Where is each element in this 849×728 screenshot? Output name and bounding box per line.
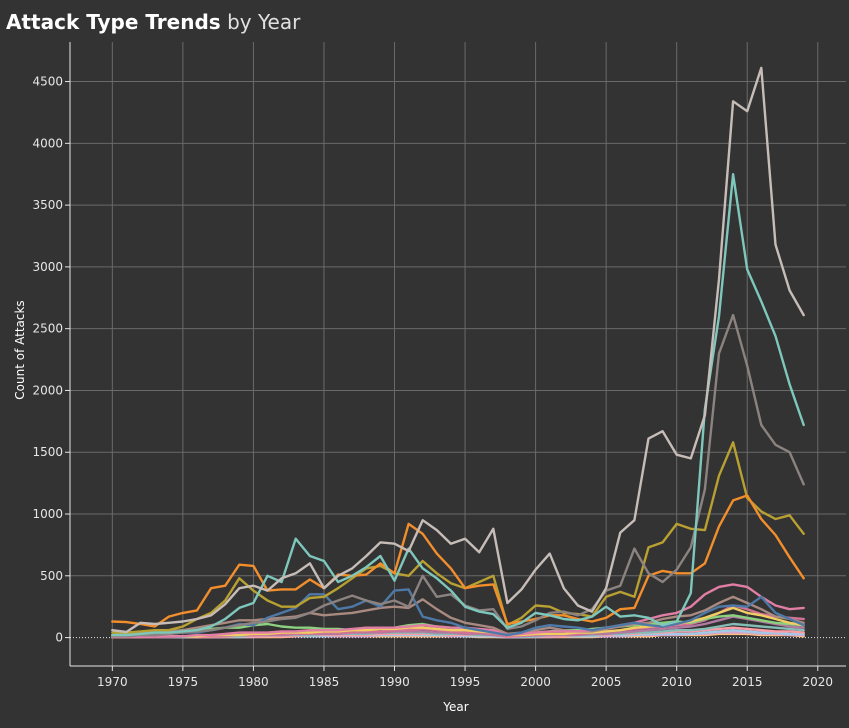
series-line xyxy=(111,172,805,637)
y-axis-title: Count of Attacks xyxy=(13,300,27,399)
y-tick-label: 0 xyxy=(55,631,63,645)
series-line xyxy=(111,494,805,628)
y-tick-label: 500 xyxy=(40,569,63,583)
y-tick-label: 4500 xyxy=(32,75,63,89)
y-tick-label: 1500 xyxy=(32,445,63,459)
x-tick-label: 2010 xyxy=(661,675,692,689)
chart-title-main: Attack Type Trends xyxy=(6,10,221,34)
x-tick-labels: 1970 1975 1980 1985 1990 1995 2000 2005 2010 2015… xyxy=(97,666,833,689)
y-tick-label: 4000 xyxy=(32,136,63,150)
series-line xyxy=(111,595,805,638)
series-line xyxy=(111,441,805,634)
x-tick-label: 1980 xyxy=(238,675,269,689)
chart-title: Attack Type Trends by Year xyxy=(6,9,300,35)
y-tick-label: 2500 xyxy=(32,322,63,336)
x-tick-label: 2000 xyxy=(520,675,551,689)
y-tick-label: 1000 xyxy=(32,507,63,521)
x-tick-label: 1985 xyxy=(309,675,340,689)
x-tick-label: 1990 xyxy=(379,675,410,689)
x-tick-label: 2015 xyxy=(732,675,763,689)
series-line xyxy=(111,66,805,634)
x-axis-title: Year xyxy=(442,700,468,714)
x-tick-label: 1970 xyxy=(97,675,128,689)
x-tick-label: 2005 xyxy=(591,675,622,689)
data-series xyxy=(111,66,805,639)
y-tick-label: 3500 xyxy=(32,198,63,212)
y-tick-label: 2000 xyxy=(32,383,63,397)
y-tick-labels: 0 500 1000 1500 2000 2500 3000 3500 4000 4500 xyxy=(32,75,70,645)
chart-title-suffix: by Year xyxy=(227,10,301,34)
x-tick-label: 2020 xyxy=(803,675,834,689)
x-tick-label: 1995 xyxy=(450,675,481,689)
series-line xyxy=(111,583,805,639)
x-tick-label: 1975 xyxy=(168,675,199,689)
y-tick-label: 3000 xyxy=(32,260,63,274)
